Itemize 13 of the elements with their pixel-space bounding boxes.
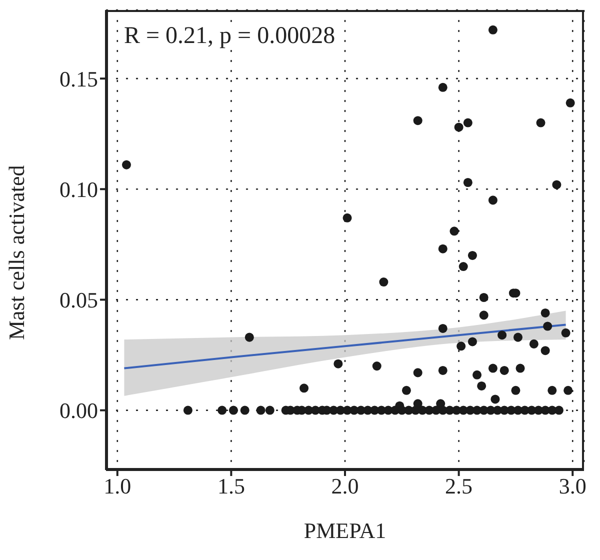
line-series [123, 324, 567, 370]
y-tick-label: 0.00 [60, 398, 98, 424]
x-axis-title: PMEPA1 [304, 518, 386, 543]
x-tick-label: 2.0 [331, 474, 359, 499]
y-tick-label: 0.05 [60, 288, 98, 313]
y-tick-label: 0.10 [60, 176, 98, 202]
annotation: R = 0.21, p = 0.00028 [124, 22, 336, 50]
y-tick-label: 0.15 [60, 66, 98, 92]
x-tick-label: 1.5 [217, 474, 245, 499]
x-tick-label: 3.0 [558, 474, 586, 499]
y-axis-title: Mast cells activated [4, 165, 29, 340]
x-tick-label: 1.0 [104, 474, 132, 499]
x-tick-label: 2.5 [445, 474, 473, 499]
